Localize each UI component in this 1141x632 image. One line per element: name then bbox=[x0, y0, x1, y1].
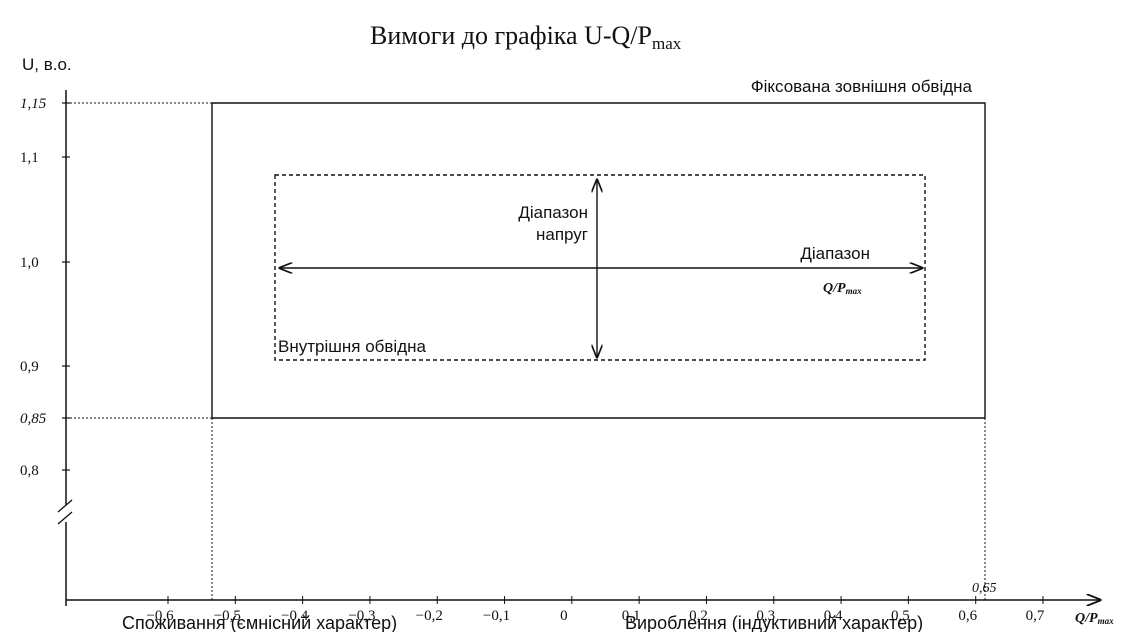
x-tick-label: 0,1 bbox=[622, 608, 641, 624]
footer-right: Вироблення (індуктивний характер) bbox=[625, 613, 923, 632]
x-axis-label: Q/Pmax bbox=[1075, 611, 1114, 626]
inner-label: Внутрішня обвідна bbox=[278, 337, 427, 356]
outer-label: Фіксована зовнішня обвідна bbox=[751, 77, 973, 96]
x-tick-label: 0,2 bbox=[689, 608, 708, 624]
y-tick-label: 0,85 bbox=[20, 411, 47, 427]
y-tick-label: 0,8 bbox=[20, 463, 39, 479]
title-sub: max bbox=[652, 34, 682, 53]
x-tick-label: −0,2 bbox=[416, 608, 443, 624]
voltage-range-label: напруг bbox=[536, 225, 588, 244]
title: Вимоги до графіка U-Q/Pmax bbox=[370, 21, 682, 53]
q-range-unit: Q/Pmax bbox=[823, 281, 862, 296]
y-tick-label: 1,0 bbox=[20, 255, 39, 271]
title-text: Вимоги до графіка U-Q/P bbox=[370, 21, 652, 50]
inner-envelope bbox=[274, 174, 926, 361]
voltage-range-label: Діапазон bbox=[518, 203, 588, 222]
x-tick-label: −0,1 bbox=[483, 608, 510, 624]
x-axis-label-text: Q/P bbox=[1075, 611, 1098, 626]
x-tick-label: 0 bbox=[560, 608, 568, 624]
y-axis-label: U, в.о. bbox=[22, 55, 72, 74]
x-tick-label: 0,5 bbox=[891, 608, 910, 624]
x-tick-label: 0,65 bbox=[972, 581, 997, 596]
y-tick-label: 1,15 bbox=[20, 96, 47, 112]
x-tick-label: −0,3 bbox=[348, 608, 375, 624]
x-tick-label: −0,5 bbox=[214, 608, 241, 624]
q-range-unit-sub: max bbox=[846, 286, 863, 296]
y-tick-label: 1,1 bbox=[20, 150, 39, 166]
guide-lines bbox=[66, 102, 986, 600]
x-tick-label: −0,6 bbox=[146, 608, 174, 624]
x-tick-label: 0,4 bbox=[824, 608, 843, 624]
x-tick-label: 0,3 bbox=[756, 608, 775, 624]
axis-break bbox=[57, 499, 73, 525]
q-range-unit-text: Q/P bbox=[823, 281, 846, 296]
x-tick-label: 0,6 bbox=[958, 608, 977, 624]
q-range-label: Діапазон bbox=[800, 244, 870, 263]
x-tick-label: 0,7 bbox=[1026, 608, 1045, 624]
x-axis-label-sub: max bbox=[1098, 616, 1115, 626]
y-tick-label: 0,9 bbox=[20, 359, 39, 375]
x-tick-label: −0,4 bbox=[281, 608, 309, 624]
footer-left: Споживання (ємнісний характер) bbox=[122, 613, 397, 632]
